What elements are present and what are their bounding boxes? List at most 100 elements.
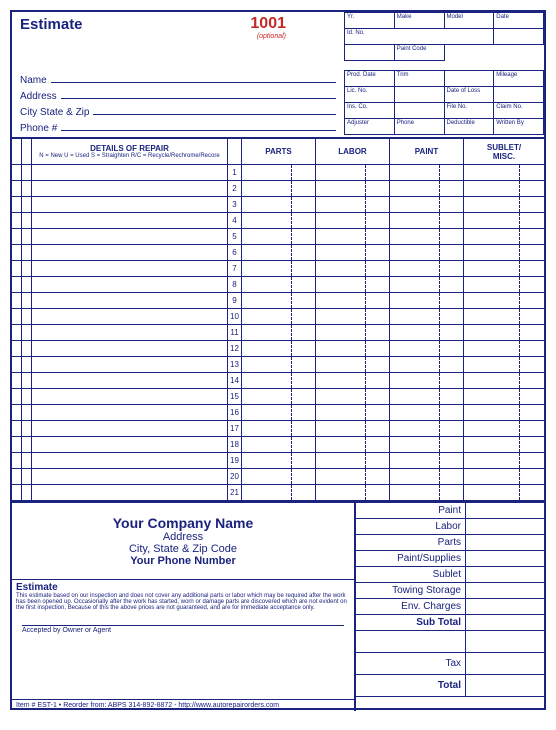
table-row[interactable]: 8: [12, 277, 544, 293]
vehicle-cell[interactable]: Id. No.: [345, 29, 494, 45]
estimate-form: Estimate 1001 (optional) Yr.MakeModelDat…: [10, 10, 546, 710]
table-row[interactable]: 9: [12, 293, 544, 309]
total-value[interactable]: [466, 551, 544, 566]
table-row[interactable]: 13: [12, 357, 544, 373]
total-row: Tax: [356, 653, 544, 675]
table-row[interactable]: 7: [12, 261, 544, 277]
vehicle-cell[interactable]: Adjuster: [345, 119, 395, 135]
phone-label: Phone #: [20, 123, 57, 134]
total-value[interactable]: [466, 567, 544, 582]
vehicle-cell[interactable]: Make: [395, 13, 445, 29]
total-row: Total: [356, 675, 544, 697]
vehicle-cell[interactable]: Claim No.: [494, 103, 544, 119]
table-row[interactable]: 12: [12, 341, 544, 357]
company-name: Your Company Name: [24, 515, 342, 531]
vehicle-cell[interactable]: File No.: [445, 103, 495, 119]
vehicle-top-grid: Yr.MakeModelDateId. No.Paint Code: [344, 12, 544, 61]
estimate-title: Estimate: [16, 582, 350, 593]
table-row[interactable]: 20: [12, 469, 544, 485]
vehicle-cell[interactable]: [494, 29, 544, 45]
vehicle-cell[interactable]: Trim: [395, 71, 445, 87]
total-label: [356, 631, 466, 652]
total-label: Tax: [356, 653, 466, 674]
estimate-disclaimer: Estimate This estimate based on our insp…: [12, 579, 354, 636]
table-row[interactable]: 21: [12, 485, 544, 501]
total-value[interactable]: [466, 653, 544, 674]
optional-label: (optional): [20, 33, 286, 40]
total-row: Paint/Supplies: [356, 551, 544, 567]
total-label: Towing Storage: [356, 583, 466, 598]
vehicle-detail-grid: Prod. DateTrim Mileage Lic. No. Date of Los…: [344, 70, 544, 137]
vehicle-cell[interactable]: Written By: [494, 119, 544, 135]
total-row: Sublet: [356, 567, 544, 583]
table-row[interactable]: 19: [12, 453, 544, 469]
table-row[interactable]: 6: [12, 245, 544, 261]
table-row[interactable]: 4: [12, 213, 544, 229]
footer-text: Item # EST-1 • Reorder from: ABPS 314-89…: [12, 699, 354, 711]
phone-field[interactable]: [61, 121, 336, 131]
table-row[interactable]: 11: [12, 325, 544, 341]
total-value[interactable]: [466, 599, 544, 614]
total-value[interactable]: [466, 535, 544, 550]
total-value[interactable]: [466, 675, 544, 696]
th-details: DETAILS OF REPAIR N = New U = Used S = S…: [32, 139, 228, 164]
signature-line[interactable]: Accepted by Owner or Agent: [22, 625, 344, 634]
vehicle-cell[interactable]: Date: [494, 13, 544, 29]
total-value[interactable]: [466, 631, 544, 652]
table-row[interactable]: 18: [12, 437, 544, 453]
total-row: [356, 631, 544, 653]
total-row: Sub Total: [356, 615, 544, 631]
vehicle-cell[interactable]: Paint Code: [395, 45, 445, 61]
header: Estimate 1001 (optional) Yr.MakeModelDat…: [12, 12, 544, 70]
total-label: Paint/Supplies: [356, 551, 466, 566]
table-row[interactable]: 2: [12, 181, 544, 197]
table-row[interactable]: 1: [12, 165, 544, 181]
vehicle-cell[interactable]: Deductible: [445, 119, 495, 135]
company-address: Address: [24, 531, 342, 543]
name-field[interactable]: [51, 73, 336, 83]
table-row[interactable]: 15: [12, 389, 544, 405]
vehicle-cell[interactable]: Yr.: [345, 13, 395, 29]
vehicle-cell[interactable]: Phone: [395, 119, 445, 135]
name-label: Name: [20, 75, 47, 86]
vehicle-cell[interactable]: [345, 45, 395, 61]
total-row: Labor: [356, 519, 544, 535]
table-row[interactable]: 14: [12, 373, 544, 389]
table-row[interactable]: 3: [12, 197, 544, 213]
vehicle-cell[interactable]: [445, 71, 495, 87]
address-field[interactable]: [61, 89, 336, 99]
company-phone: Your Phone Number: [24, 555, 342, 567]
vehicle-cell[interactable]: [494, 87, 544, 103]
vehicle-cell[interactable]: [395, 87, 445, 103]
total-value[interactable]: [466, 519, 544, 534]
total-row: Towing Storage: [356, 583, 544, 599]
total-value[interactable]: [466, 615, 544, 630]
th-lineno: [228, 139, 242, 164]
table-row[interactable]: 5: [12, 229, 544, 245]
total-label: Paint: [356, 503, 466, 518]
total-value[interactable]: [466, 503, 544, 518]
csz-field[interactable]: [93, 105, 336, 115]
table-row[interactable]: 10: [12, 309, 544, 325]
table-row[interactable]: 16: [12, 405, 544, 421]
vehicle-cell[interactable]: Prod. Date: [345, 71, 395, 87]
address-label: Address: [20, 91, 57, 102]
total-label: Env. Charges: [356, 599, 466, 614]
total-label: Parts: [356, 535, 466, 550]
vehicle-cell[interactable]: Ins. Co.: [345, 103, 395, 119]
vehicle-cell[interactable]: Mileage: [494, 71, 544, 87]
total-label: Sublet: [356, 567, 466, 582]
totals-column: PaintLaborPartsPaint/SuppliesSubletTowin…: [354, 503, 544, 711]
total-value[interactable]: [466, 583, 544, 598]
total-row: Env. Charges: [356, 599, 544, 615]
vehicle-cell[interactable]: Lic. No.: [345, 87, 395, 103]
table-row[interactable]: 17: [12, 421, 544, 437]
table-body: 123456789101112131415161718192021: [12, 165, 544, 501]
company-csz: City, State & Zip Code: [24, 543, 342, 555]
th-struct: [12, 139, 22, 164]
total-label: Total: [356, 675, 466, 696]
vehicle-cell[interactable]: Date of Loss: [445, 87, 495, 103]
table-header: DETAILS OF REPAIR N = New U = Used S = S…: [12, 137, 544, 165]
vehicle-cell[interactable]: [395, 103, 445, 119]
vehicle-cell[interactable]: Model: [445, 13, 495, 29]
